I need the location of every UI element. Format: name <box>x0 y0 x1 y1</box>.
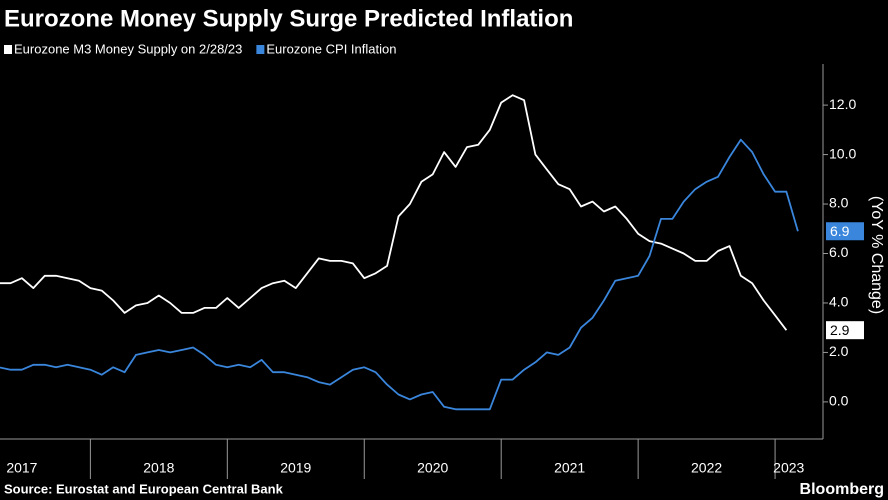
x-tick-label: 2017 <box>6 460 37 476</box>
chart-title: Eurozone Money Supply Surge Predicted In… <box>4 5 573 32</box>
x-tick-label: 2018 <box>143 460 174 476</box>
x-tick-label: 2022 <box>691 460 722 476</box>
legend-label: Eurozone CPI Inflation <box>266 41 396 56</box>
y-tick-label: 12.0 <box>829 96 856 112</box>
y-tick-label: 6.0 <box>829 244 849 260</box>
y-tick-label: 4.0 <box>829 294 849 310</box>
x-tick-label: 2019 <box>280 460 311 476</box>
series-line <box>0 138 799 411</box>
end-label: 2.9 <box>830 322 850 338</box>
y-tick-label: 8.0 <box>829 195 849 211</box>
y-tick-label: 2.0 <box>829 343 849 359</box>
legend-swatch <box>256 45 265 54</box>
x-tick-label: 2023 <box>773 460 804 476</box>
y-axis-label: (YoY % Change) <box>868 196 885 314</box>
end-label-box <box>826 321 864 340</box>
end-label-box <box>826 222 864 241</box>
series-line <box>0 94 788 331</box>
legend-label: Eurozone M3 Money Supply on 2/28/23 <box>14 41 242 56</box>
x-tick-label: 2020 <box>417 460 448 476</box>
end-label: 6.9 <box>830 223 850 239</box>
y-tick-label: 0.0 <box>829 393 849 409</box>
legend-swatch <box>4 45 12 54</box>
y-tick-label: 10.0 <box>829 145 856 161</box>
source: Source: Eurostat and European Central Ba… <box>4 481 284 496</box>
brand: Bloomberg <box>800 481 884 498</box>
x-tick-label: 2021 <box>554 460 585 476</box>
